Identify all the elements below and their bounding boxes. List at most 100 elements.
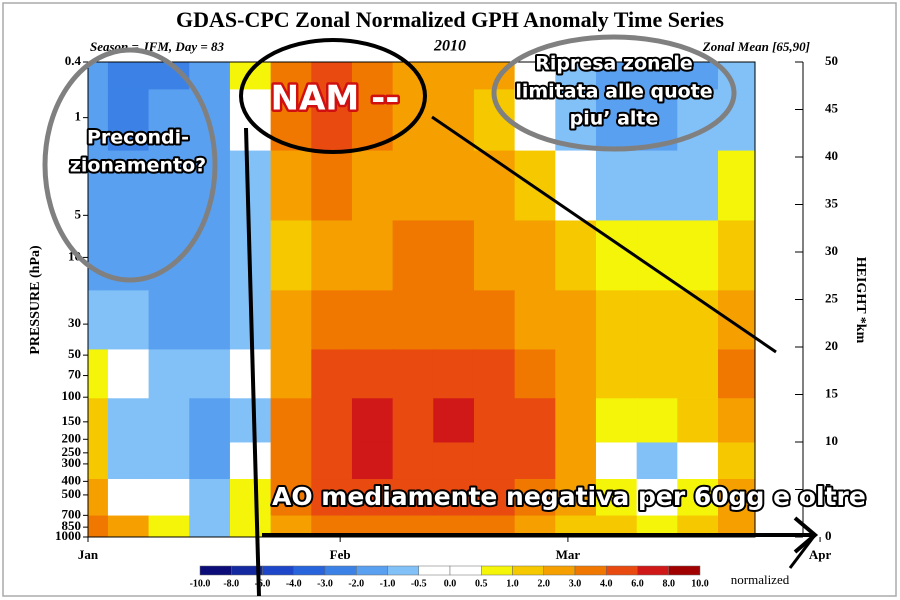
contour-cell bbox=[555, 61, 597, 91]
colorbar-swatch bbox=[262, 565, 294, 576]
x-tick-label: Jan bbox=[78, 547, 99, 562]
contour-cell bbox=[595, 89, 638, 152]
x-tick-label: Feb bbox=[330, 547, 351, 562]
contour-cell bbox=[148, 515, 191, 538]
contour-cell bbox=[717, 150, 756, 222]
annotation: Ripresa zonale bbox=[535, 53, 693, 75]
contour-cell bbox=[636, 150, 679, 222]
contour-cell bbox=[392, 398, 435, 444]
contour-cell bbox=[87, 479, 109, 517]
contour-cell bbox=[717, 89, 756, 152]
y-tick-label: 400 bbox=[62, 472, 82, 487]
contour-cell bbox=[433, 61, 475, 91]
colorbar-label: -8.0 bbox=[223, 578, 239, 589]
subtitle-right: Zonal Mean [65,90] bbox=[702, 39, 810, 54]
contour-cell bbox=[351, 290, 394, 351]
colorbar-label: 3.0 bbox=[569, 578, 582, 589]
y-tick-label: 300 bbox=[62, 455, 82, 470]
contour-cell bbox=[717, 220, 756, 292]
contour-cell bbox=[189, 61, 231, 91]
contour-cell bbox=[311, 398, 353, 444]
contour-cell bbox=[107, 442, 150, 480]
colorbar-label: 0.0 bbox=[444, 578, 457, 589]
contour-cell bbox=[514, 442, 557, 480]
annotation: limitata alle quote bbox=[515, 81, 712, 103]
colorbar-swatch bbox=[543, 565, 576, 576]
contour-cell bbox=[677, 150, 719, 222]
y2-tick-label: 40 bbox=[825, 148, 838, 163]
colorbar-label: -4.0 bbox=[286, 578, 302, 589]
contour-cell bbox=[555, 220, 597, 292]
contour-cell bbox=[717, 290, 756, 351]
contour-cell bbox=[677, 479, 719, 517]
colorbar-label: 10.0 bbox=[691, 578, 709, 589]
y-tick-label: 150 bbox=[62, 413, 82, 428]
contour-cell bbox=[270, 150, 313, 222]
ellipse bbox=[491, 34, 737, 152]
annotation: Precondi- bbox=[87, 127, 189, 149]
y-tick-label: 70 bbox=[68, 367, 81, 382]
contour-cell bbox=[107, 61, 150, 91]
contour-cell bbox=[351, 349, 394, 400]
contour-cell bbox=[717, 442, 756, 480]
contour-cell bbox=[270, 442, 313, 480]
ellipse bbox=[239, 38, 427, 154]
contour-cell bbox=[87, 442, 109, 480]
contour-cell bbox=[636, 398, 679, 444]
colorbar-swatch bbox=[574, 565, 607, 576]
contour-cell bbox=[555, 150, 597, 222]
contour-cell bbox=[311, 89, 353, 152]
annotation: piu’ alte bbox=[570, 108, 659, 130]
contour-cell bbox=[473, 442, 516, 480]
contour-cell bbox=[555, 442, 597, 480]
contour-cell bbox=[189, 398, 231, 444]
contour-cell bbox=[392, 220, 435, 292]
y-tick-label: 1000 bbox=[55, 528, 81, 543]
colorbar-swatch bbox=[637, 565, 669, 576]
contour-cell bbox=[392, 442, 435, 480]
contour-cell bbox=[717, 398, 756, 444]
contour-cell bbox=[148, 150, 191, 222]
y2-tick-label: 30 bbox=[825, 243, 838, 258]
contour-cell bbox=[514, 290, 557, 351]
contour-cell bbox=[107, 398, 150, 444]
contour-cell bbox=[107, 479, 150, 517]
contour-cell bbox=[189, 442, 231, 480]
contour-cell bbox=[636, 349, 679, 400]
colorbar-label: -10.0 bbox=[190, 578, 211, 589]
annotation: NAM -- bbox=[271, 79, 400, 119]
subtitle-center: 2010 bbox=[433, 38, 466, 55]
contour-cell bbox=[148, 479, 191, 517]
contour-cell bbox=[311, 150, 353, 222]
contour-cell bbox=[433, 220, 475, 292]
contour-cell bbox=[351, 442, 394, 480]
contour-cell bbox=[392, 479, 435, 517]
colorbar-label: -6.0 bbox=[255, 578, 271, 589]
colorbar-label: -0.5 bbox=[411, 578, 427, 589]
y-tick-label: 30 bbox=[68, 315, 81, 330]
contour-cell bbox=[229, 61, 272, 91]
ellipse bbox=[42, 47, 218, 283]
colorbar-label: 4.0 bbox=[600, 578, 613, 589]
annotation: zionamento? bbox=[70, 155, 206, 177]
contour-cell bbox=[148, 290, 191, 351]
y-axis-label: PRESSURE (hPa) bbox=[28, 245, 43, 355]
y2-tick-label: 50 bbox=[825, 53, 838, 68]
y-tick-label: 500 bbox=[62, 486, 82, 501]
contour-cell bbox=[87, 349, 109, 400]
y2-tick-label: 10 bbox=[825, 433, 838, 448]
y2-tick-label: 35 bbox=[825, 195, 839, 210]
contour-cell bbox=[677, 349, 719, 400]
contour-cell bbox=[148, 442, 191, 480]
colorbar-label: -2.0 bbox=[348, 578, 364, 589]
contour-cell bbox=[717, 61, 756, 91]
contour-cell bbox=[229, 479, 272, 517]
contour-cell bbox=[270, 290, 313, 351]
y-tick-label: 700 bbox=[62, 506, 82, 521]
colorbar-swatch bbox=[512, 565, 544, 576]
contour-cell bbox=[677, 220, 719, 292]
colorbar-swatch bbox=[387, 565, 419, 576]
y-tick-label: 250 bbox=[62, 444, 82, 459]
contour-cell bbox=[555, 479, 597, 517]
chart-title: GDAS-CPC Zonal Normalized GPH Anomaly Ti… bbox=[176, 7, 724, 32]
